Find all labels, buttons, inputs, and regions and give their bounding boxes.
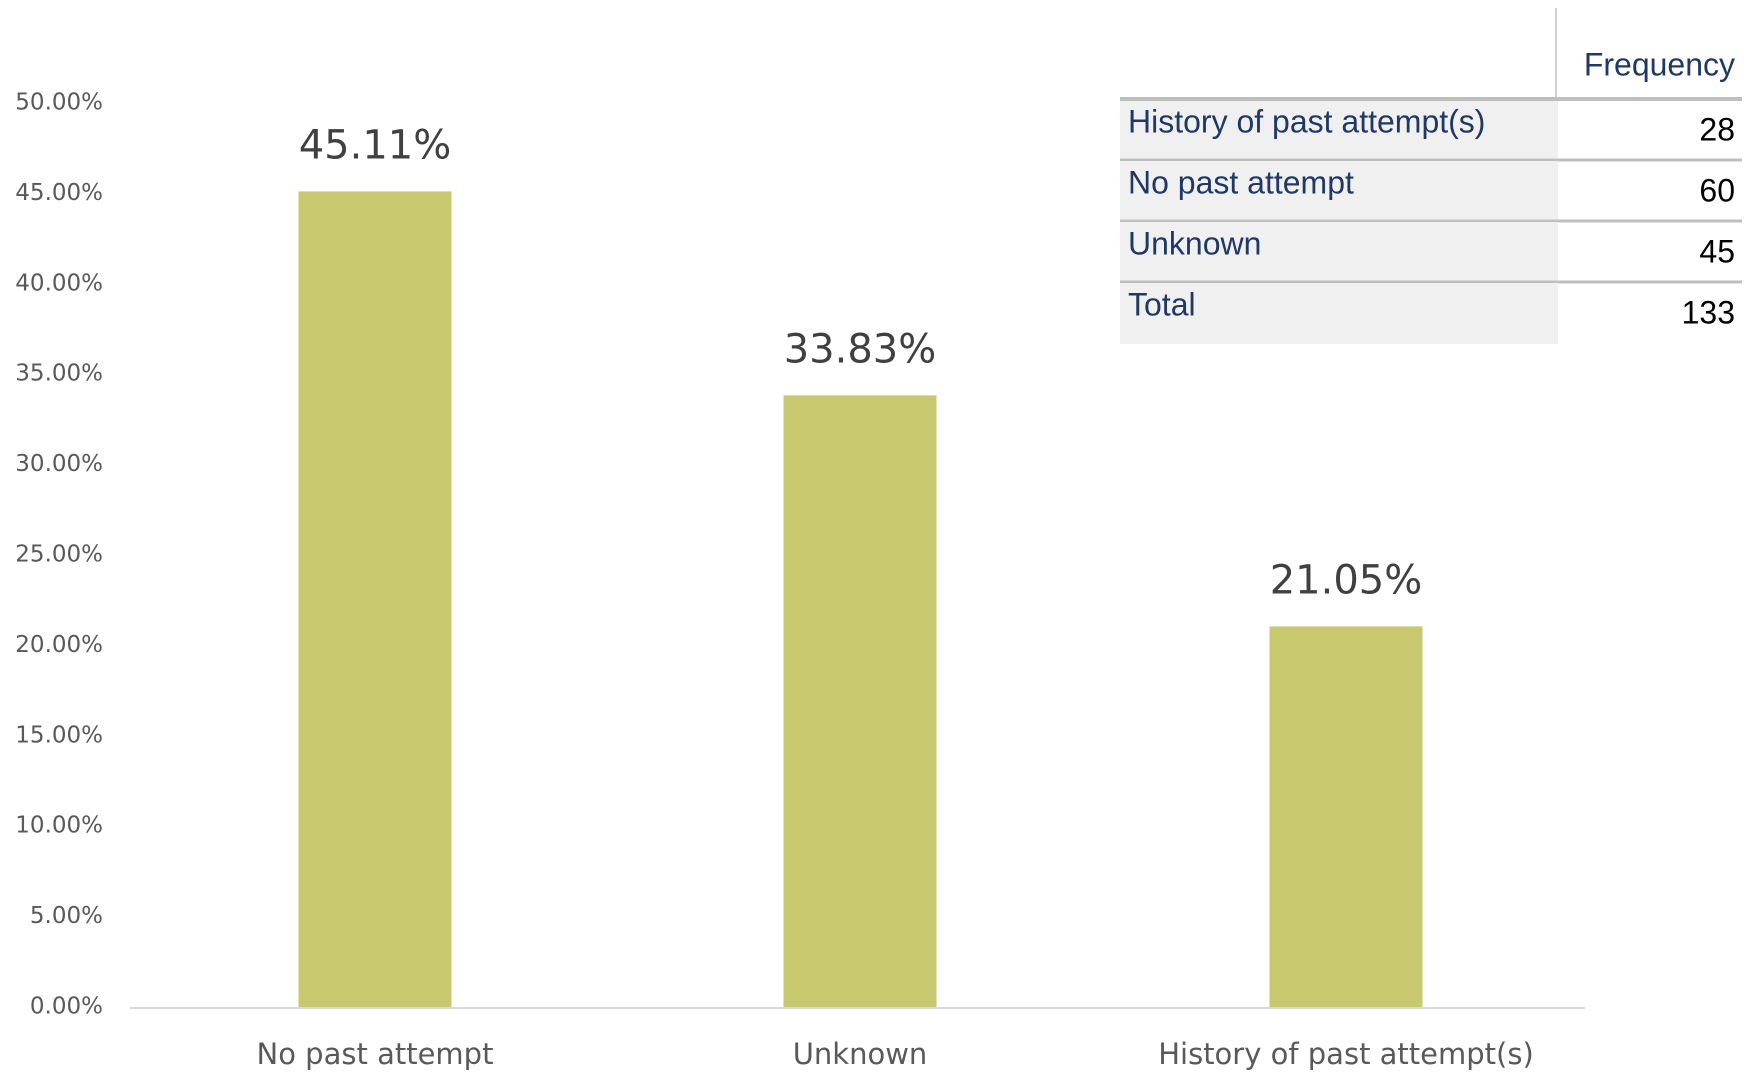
- bar: [783, 395, 937, 1007]
- table-value: 60: [1699, 172, 1735, 208]
- table-label: History of past attempt(s): [1128, 103, 1485, 139]
- y-tick-label: 10.00%: [15, 813, 103, 839]
- table-value: 28: [1699, 111, 1735, 147]
- y-tick-label: 30.00%: [15, 451, 103, 477]
- y-tick-label: 50.00%: [15, 90, 103, 116]
- table-label: No past attempt: [1128, 164, 1354, 200]
- x-tick-label: Unknown: [793, 1037, 928, 1071]
- value-label: 45.11%: [299, 122, 452, 168]
- table-header: Frequency: [1584, 46, 1735, 82]
- table-label: Total: [1128, 286, 1196, 322]
- bar: [298, 191, 452, 1007]
- y-tick-label: 20.00%: [15, 632, 103, 658]
- x-tick-label: History of past attempt(s): [1158, 1037, 1534, 1071]
- y-tick-label: 5.00%: [30, 903, 103, 929]
- table-label-cell: [1120, 283, 1558, 344]
- x-tick-label: No past attempt: [257, 1037, 494, 1071]
- table-label-cell: [1120, 222, 1558, 281]
- y-tick-label: 35.00%: [15, 361, 103, 387]
- table-value: 45: [1699, 233, 1735, 269]
- table-label-cell: [1120, 100, 1558, 159]
- y-tick-label: 40.00%: [15, 270, 103, 296]
- value-label: 33.83%: [784, 326, 937, 372]
- y-tick-label: 25.00%: [15, 542, 103, 568]
- value-label: 21.05%: [1270, 557, 1423, 603]
- table-value: 133: [1682, 294, 1735, 330]
- y-tick-label: 0.00%: [30, 994, 103, 1020]
- bar: [1269, 626, 1423, 1007]
- table-label-cell: [1120, 161, 1558, 220]
- y-tick-label: 15.00%: [15, 722, 103, 748]
- y-tick-label: 45.00%: [15, 180, 103, 206]
- table-label: Unknown: [1128, 225, 1261, 261]
